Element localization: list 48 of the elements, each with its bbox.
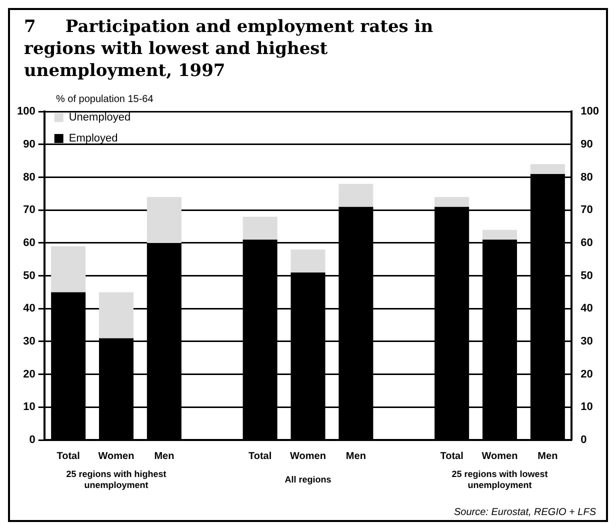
x-tick-label: Women — [98, 450, 134, 462]
y-tick-label: 0 — [29, 434, 36, 446]
y-tick-label: 50 — [23, 270, 36, 282]
bar — [51, 246, 86, 292]
bar — [482, 230, 517, 240]
y2-tick-label: 0 — [580, 434, 587, 446]
x-tick-label: Total — [440, 450, 464, 462]
x-tick-label: Total — [248, 450, 272, 462]
y2-tick-label: 20 — [580, 368, 593, 380]
y2-tick-label: 70 — [580, 204, 593, 216]
bar — [434, 196, 470, 207]
y2-tick-label: 40 — [580, 302, 593, 315]
bar — [242, 216, 278, 240]
x-tick-label: Men — [346, 450, 366, 462]
y-tick-label: 20 — [23, 368, 36, 380]
x-tick-label: Women — [482, 450, 518, 462]
y2-tick-label: 30 — [580, 336, 593, 348]
legend-label: Employed — [68, 132, 118, 145]
x-tick-label: Men — [538, 450, 558, 462]
y2-tick-label: 90 — [580, 138, 593, 150]
y-tick-label: 30 — [23, 336, 36, 348]
text: 25 regions with lowest unemployment — [452, 468, 548, 490]
y2-tick-label: 80 — [580, 171, 593, 184]
y-tick-label: 90 — [23, 138, 36, 150]
x-tick-label: Women — [290, 450, 326, 462]
y2-tick-label: 100 — [580, 106, 600, 118]
y-tick-label: 10 — [23, 401, 36, 414]
bar — [146, 196, 182, 243]
text: All regions — [284, 474, 332, 484]
bar — [290, 250, 326, 273]
y-tick-label: 60 — [23, 236, 36, 249]
y2-tick-label: 10 — [580, 401, 593, 414]
y-tick-label: 80 — [23, 171, 36, 184]
y-tick-label: 100 — [16, 106, 36, 118]
y-tick-label: 70 — [23, 204, 36, 216]
x-tick-label: Men — [154, 450, 174, 462]
y2-tick-label: 60 — [580, 236, 593, 249]
chart-title: 7 Participation and employment rates in regions with lowest and highest unemployment, 1997 — [23, 16, 434, 83]
y2-tick-label: 50 — [580, 270, 593, 282]
y-axis-title: % of population 15-64 — [56, 94, 154, 105]
bar — [338, 184, 374, 207]
y-tick-label: 40 — [23, 302, 36, 315]
x-tick-label: Total — [56, 450, 80, 462]
bar — [530, 164, 565, 174]
text: 25 regions with highest unemployment — [66, 468, 166, 490]
source-note: Source: Eurostat, REGIO + LFS — [454, 507, 596, 518]
legend-label: Unemployed — [68, 112, 131, 124]
bar — [99, 292, 134, 338]
